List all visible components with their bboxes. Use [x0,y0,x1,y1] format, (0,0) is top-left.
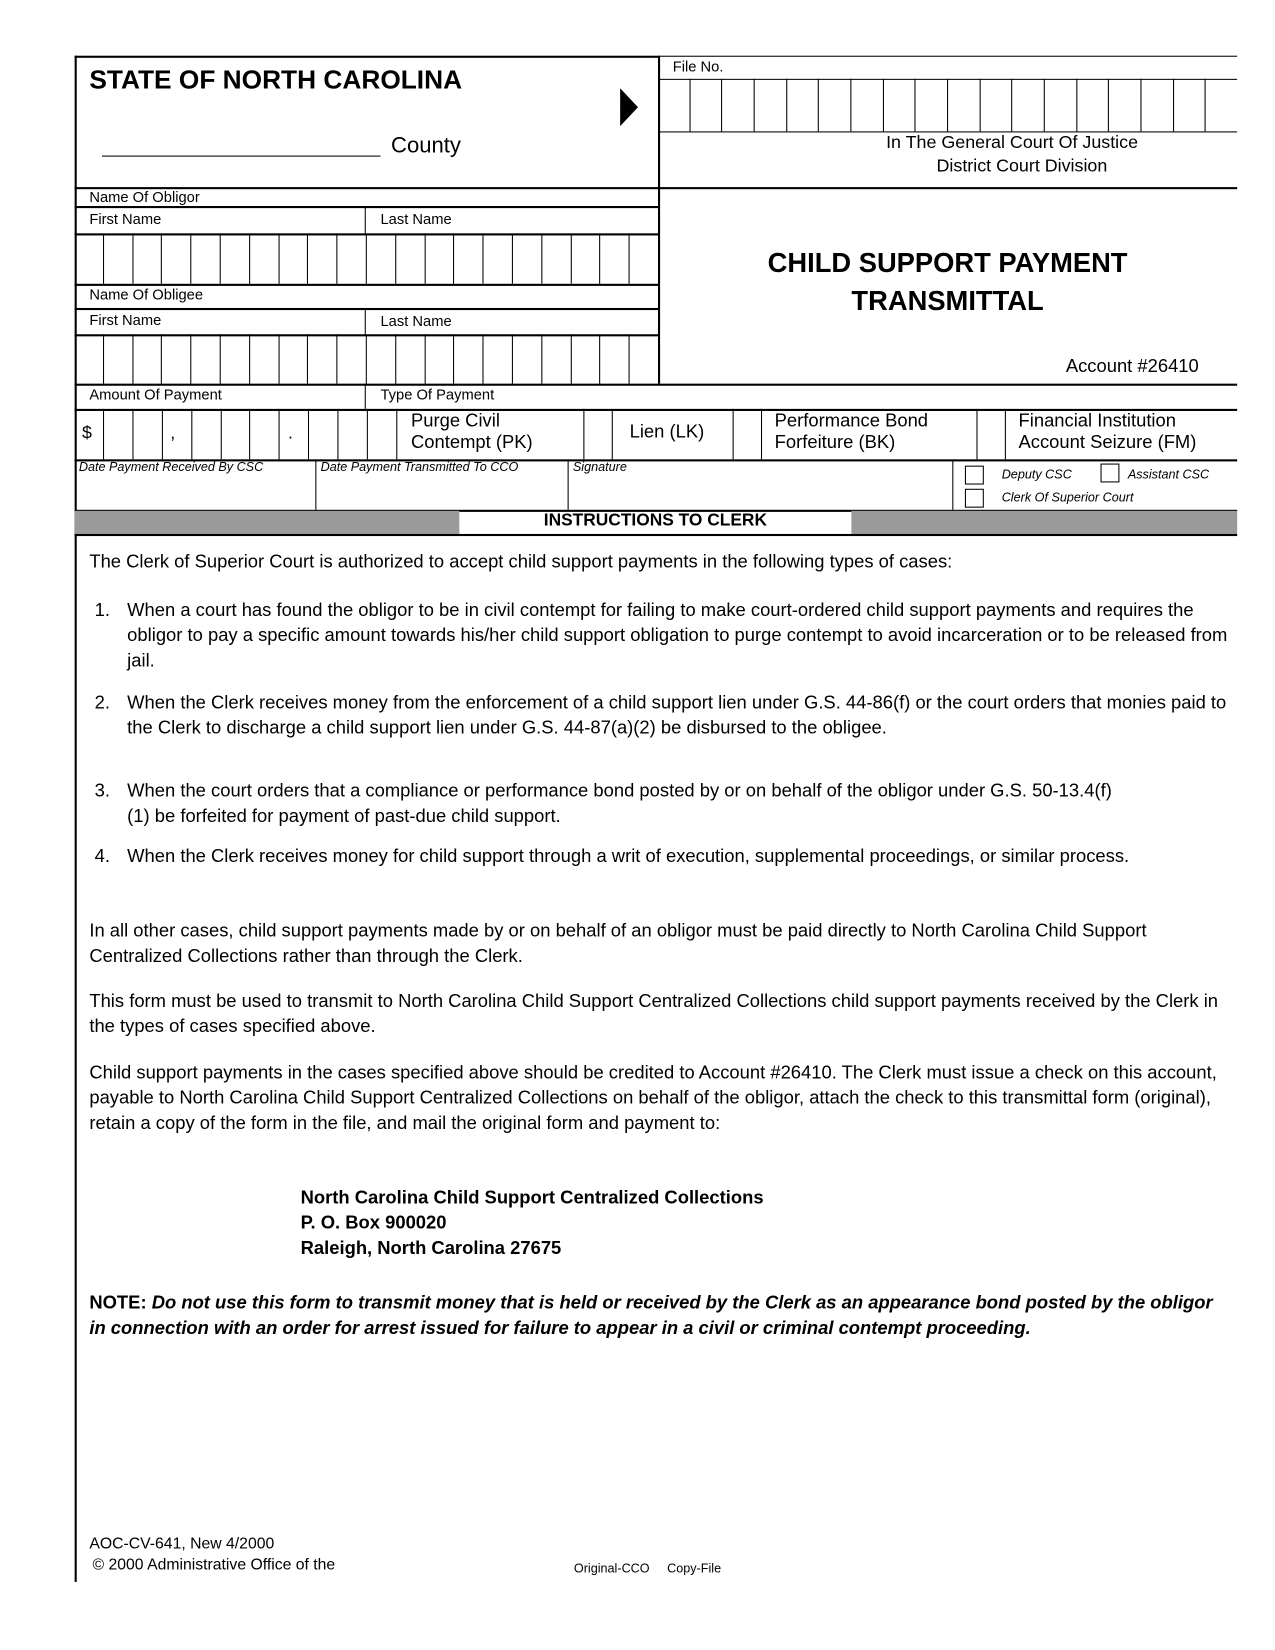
type-bk-checkbox[interactable] [976,408,1006,460]
file-no-field[interactable] [657,78,1238,133]
type-pk-label: Purge Civil Contempt (PK) [410,409,533,452]
copyright: © 2000 Administrative Office of the [92,1555,336,1574]
address-line-1: North Carolina Child Support Centralized… [300,1186,764,1208]
instructions-heading: INSTRUCTIONS TO CLERK [543,510,767,530]
signature-label: Signature [572,459,627,475]
form-title-line1: CHILD SUPPORT PAYMENT [767,247,1128,279]
form-id: AOC-CV-641, New 4/2000 [89,1534,275,1553]
instructions-intro: The Clerk of Superior Court is authorize… [89,550,953,572]
court-line1: In The General Court Of Justice [886,132,1139,153]
deputy-csc-checkbox[interactable] [964,465,984,485]
clerk-superior-court-checkbox[interactable] [964,488,984,508]
obligor-name-field[interactable] [75,233,658,284]
comma-mark: , [170,422,176,443]
county-label: County [391,133,461,158]
obligee-first-label: First Name [89,311,162,328]
assistant-csc-label: Assistant CSC [1127,466,1210,482]
instruction-item-2: 2. When the Clerk receives money from the… [94,691,1227,738]
account-number: Account #26410 [1065,355,1199,377]
address-line-2: P. O. Box 900020 [300,1211,447,1233]
type-lk-checkbox[interactable] [732,408,763,460]
instructions-note: NOTE: Do not use this form to transmit m… [89,1291,1213,1339]
obligor-last-label: Last Name [380,210,452,228]
instructions-para3: Child support payments in the cases spec… [89,1061,1217,1134]
instruction-item-1: 1. When a court has found the obligor to … [94,599,1228,671]
instructions-para1: In all other cases, child support paymen… [89,919,1147,966]
decimal-mark: . [288,422,293,443]
amount-field[interactable] [75,408,397,460]
date-received-label: Date Payment Received By CSC [78,459,264,475]
assistant-csc-checkbox[interactable] [1100,463,1120,483]
clerk-superior-court-label: Clerk Of Superior Court [1001,489,1134,505]
instruction-item-4: 4. When the Clerk receives money for chil… [94,845,1130,867]
obligor-section-label: Name Of Obligor [89,188,200,205]
type-label: Type Of Payment [380,385,495,403]
obligee-name-field[interactable] [75,334,658,384]
form-title-line2: TRANSMITTAL [851,284,1044,317]
type-bk-label: Performance Bond Forfeiture (BK) [774,409,929,452]
type-pk-checkbox[interactable] [584,408,613,460]
instruction-item-3: 3. When the court orders that a complianc… [94,779,1112,827]
county-field[interactable] [101,155,381,157]
instructions-para2: This form must be used to transmit to No… [89,990,1219,1037]
type-fm-label: Financial Institution Account Seizure (FM… [1018,409,1197,452]
date-transmitted-label: Date Payment Transmitted To CCO [320,459,519,475]
address-line-3: Raleigh, North Carolina 27675 [300,1237,562,1259]
obligee-section-label: Name Of Obligee [89,285,204,303]
type-lk-label: Lien (LK) [629,420,705,442]
deputy-csc-label: Deputy CSC [1001,466,1072,482]
distribution: Original-CCO Copy-File [573,1560,722,1576]
amount-label: Amount Of Payment [89,385,222,403]
state-heading: STATE OF NORTH CAROLINA [89,65,463,95]
court-line2: District Court Division [936,155,1108,176]
arrow-icon [620,88,639,127]
obligor-first-label: First Name [89,210,162,228]
dollar-sign: $ [81,422,92,443]
file-no-label: File No. [672,57,724,75]
mailing-address: North Carolina Child Support Centralized… [301,1185,764,1261]
obligee-last-label: Last Name [380,312,452,329]
